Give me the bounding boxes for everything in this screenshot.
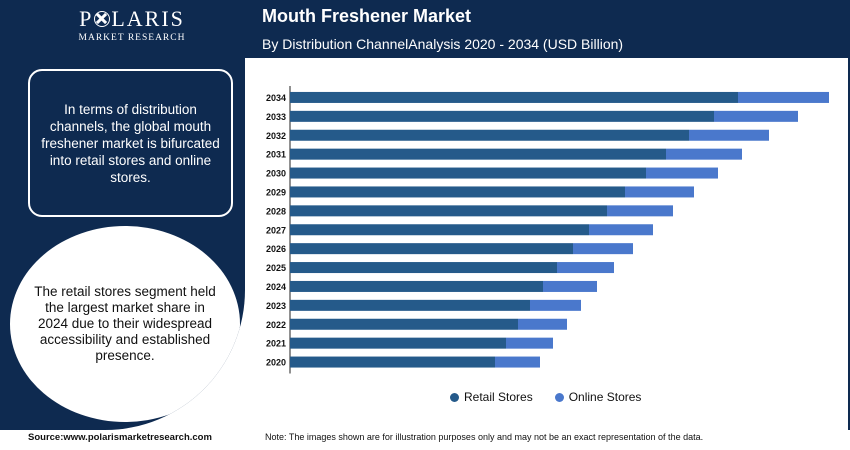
bar-online-stores [666,148,742,160]
bar-online-stores [506,337,553,349]
y-tick-label: 2032 [266,131,286,141]
page-subtitle: By Distribution ChannelAnalysis 2020 - 2… [262,36,624,52]
bar-retail-stores [290,129,689,141]
legend-item-online: Online Stores [554,390,642,404]
y-tick-label: 2031 [266,150,286,160]
y-tick-label: 2026 [266,244,286,254]
bar-online-stores [625,186,694,198]
bar-retail-stores [290,186,625,198]
brand-logo: P LARIS MARKET RESEARCH [62,6,202,52]
bar-online-stores [573,243,633,255]
highlight-text: The retail stores segment held the large… [34,284,216,363]
brand-name-rest: LARIS [111,6,185,31]
bar-online-stores [646,167,718,179]
bar-online-stores [714,110,798,122]
left-panel: In terms of distribution channels, the g… [0,58,245,430]
y-tick-label: 2021 [266,339,286,349]
y-tick-label: 2027 [266,225,286,235]
y-tick-label: 2034 [266,93,286,103]
bar-retail-stores [290,224,589,236]
bar-online-stores [607,205,673,217]
bar-retail-stores [290,356,495,368]
y-tick-label: 2033 [266,112,286,122]
header-band: P LARIS MARKET RESEARCH Mouth Freshener M… [0,0,850,58]
bar-retail-stores [290,318,518,330]
bar-chart: 2034 2033 2032 2031 2030 2029 2028 2027 2026 2025… [266,86,829,374]
compass-star-icon [94,11,111,27]
page-title: Mouth Freshener Market [262,6,472,26]
bar-online-stores [530,299,581,311]
bar-retail-stores [290,167,646,179]
brand-name-p: P [79,6,94,31]
y-tick-label: 2025 [266,263,286,273]
y-tick-label: 2029 [266,187,286,197]
highlight-circle: The retail stores segment held the large… [10,226,240,422]
bar-retail-stores [290,91,738,103]
y-tick-label: 2022 [266,320,286,330]
y-tick-label: 2024 [266,282,286,292]
legend-label-retail: Retail Stores [464,390,533,404]
bar-retail-stores [290,110,714,122]
footer: Source:www.polarismarketresearch.com Not… [0,430,850,450]
bar-online-stores [557,262,614,274]
bar-online-stores [543,280,597,292]
info-box: In terms of distribution channels, the g… [28,69,233,217]
disclaimer-note: Note: The images shown are for illustrat… [265,432,704,442]
bar-retail-stores [290,205,607,217]
bar-retail-stores [290,280,543,292]
bar-retail-stores [290,262,557,274]
info-text: In terms of distribution channels, the g… [41,101,220,185]
bar-online-stores [689,129,769,141]
brand-name: P LARIS [62,6,202,32]
y-tick-label: 2020 [266,358,286,368]
y-tick-label: 2030 [266,169,286,179]
legend-item-retail: Retail Stores [450,390,533,404]
y-tick-label: 2028 [266,206,286,216]
bar-retail-stores [290,243,573,255]
bar-retail-stores [290,337,506,349]
bar-online-stores [738,91,829,103]
brand-tagline: MARKET RESEARCH [78,33,186,43]
bar-online-stores [589,224,653,236]
bar-retail-stores [290,299,530,311]
legend-swatch-online [554,392,564,402]
bar-online-stores [518,318,567,330]
legend-label-online: Online Stores [568,390,642,404]
bar-online-stores [495,356,540,368]
y-tick-label: 2023 [266,301,286,311]
legend-swatch-retail [450,392,459,402]
source-text: Source:www.polarismarketresearch.com [28,432,212,443]
chart-legend: Retail Stores Online Stores [450,390,641,404]
bar-retail-stores [290,148,666,160]
